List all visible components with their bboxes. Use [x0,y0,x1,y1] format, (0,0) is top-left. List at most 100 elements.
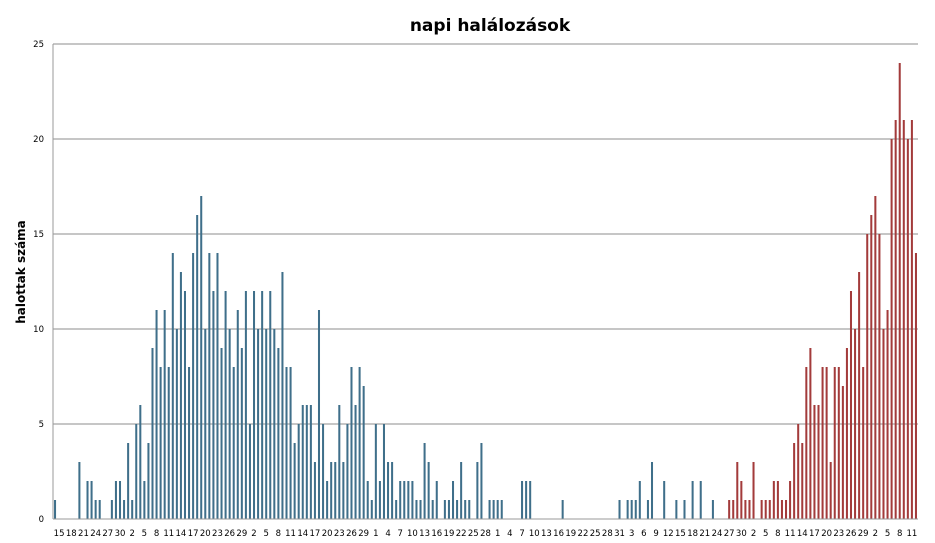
x-tick-label: 2 [129,529,134,539]
bar [362,386,365,519]
bar [760,500,763,519]
bar [135,424,138,519]
x-tick-label: 18 [687,529,698,539]
bar [277,348,280,519]
bar [123,500,126,519]
y-tick-label: 20 [33,135,44,145]
bar [797,424,800,519]
bar [313,462,316,519]
x-tick-label: 25 [590,529,601,539]
bar [452,481,455,519]
x-tick-label: 2 [873,529,878,539]
bar [216,253,219,519]
bar [460,462,463,519]
x-tick-label: 10 [529,529,540,539]
bar [317,310,321,519]
bar [711,500,714,519]
x-tick-label: 30 [736,529,747,539]
bar [301,405,304,519]
bar [744,500,747,519]
bar [525,481,528,519]
x-tick-label: 11 [906,529,917,539]
x-tick-label: 7 [519,529,524,539]
x-tick-label: 17 [310,529,321,539]
x-tick-label: 29 [858,529,869,539]
bar [159,367,162,519]
bar [699,481,702,519]
bar [480,443,483,519]
x-tick-label: 25 [468,529,479,539]
bar [878,234,881,519]
bar [736,462,739,519]
bar [419,500,422,519]
bar [488,500,491,519]
bar [326,481,329,519]
x-tick-label: 27 [724,529,735,539]
x-tick-label: 26 [224,529,235,539]
bar [265,329,268,519]
x-tick-label: 26 [346,529,357,539]
bar [728,500,731,519]
x-tick-label: 14 [297,529,308,539]
bar [370,500,373,519]
x-tick-label: 14 [797,529,808,539]
bar [285,367,288,519]
x-tick-label: 22 [456,529,467,539]
bar [322,424,325,519]
x-tick-label: 23 [334,529,345,539]
bar [423,443,426,519]
bar [496,500,499,519]
bar [228,329,231,519]
bar [829,462,832,519]
bar [403,481,406,519]
bar [780,500,783,519]
x-tick-label: 5 [263,529,268,539]
bars [54,63,917,519]
bar [94,500,97,519]
y-tick-labels: 0 5 10 15 20 25 [33,40,44,525]
x-tick-label: 8 [775,529,780,539]
x-tick-label: 1 [495,529,500,539]
bar [90,481,93,519]
bar [167,367,170,519]
x-tick-label: 21 [78,529,89,539]
bar [675,500,678,519]
bar [768,500,771,519]
x-tick-label: 23 [833,529,844,539]
bar [163,310,166,519]
bar [748,500,751,519]
bar [183,291,186,519]
bar [155,310,158,519]
bar [281,272,284,519]
bar [192,253,195,519]
bar [663,481,666,519]
bar [118,481,122,519]
bar [98,500,101,519]
bar [131,500,134,519]
bar [244,291,247,519]
bar [395,500,398,519]
x-tick-label: 24 [90,529,101,539]
x-tick-label: 20 [322,529,333,539]
bar [464,500,467,519]
bar [354,405,357,519]
y-tick-label: 15 [33,230,44,240]
bar [257,329,260,519]
bar [866,234,869,519]
bar [273,329,276,519]
bar [114,481,117,519]
bar [236,310,239,519]
bar [387,462,390,519]
x-tick-label: 26 [846,529,857,539]
x-tick-label: 24 [712,529,723,539]
bar [78,462,81,519]
bar [447,500,450,519]
bar [232,367,235,519]
bar [86,481,89,519]
x-tick-label: 1 [373,529,378,539]
x-tick-label: 20 [200,529,211,539]
bar [378,481,381,519]
bar [224,291,227,519]
bar [902,120,905,519]
